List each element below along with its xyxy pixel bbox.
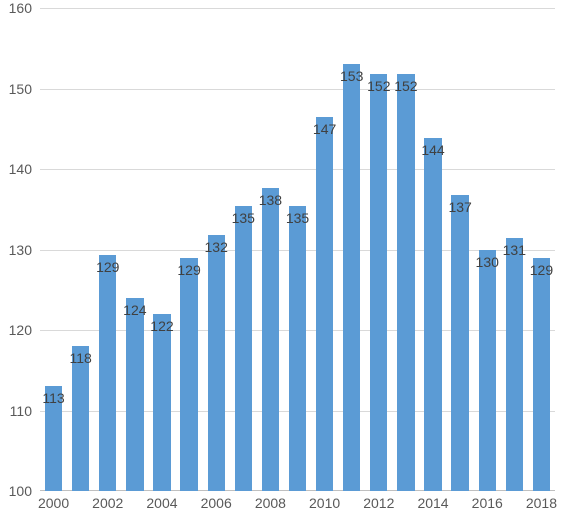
bar bbox=[262, 188, 279, 491]
bar bbox=[45, 386, 62, 491]
x-tick-label: 2002 bbox=[92, 495, 123, 511]
y-tick-label: 100 bbox=[0, 483, 32, 499]
x-tick-label: 2008 bbox=[255, 495, 286, 511]
y-tick-label: 140 bbox=[0, 161, 32, 177]
bar-chart: 1131181291241221291321351381351471531521… bbox=[0, 0, 563, 519]
bar bbox=[289, 206, 306, 491]
bar bbox=[533, 258, 550, 491]
y-tick-label: 130 bbox=[0, 242, 32, 258]
x-tick-label: 2012 bbox=[363, 495, 394, 511]
gridline bbox=[40, 169, 555, 170]
bar bbox=[479, 250, 496, 492]
x-tick-label: 2018 bbox=[526, 495, 557, 511]
gridline bbox=[40, 8, 555, 9]
y-tick-label: 110 bbox=[0, 403, 32, 419]
bar bbox=[451, 195, 468, 491]
bar bbox=[424, 138, 441, 491]
x-tick-label: 2004 bbox=[146, 495, 177, 511]
bar bbox=[99, 255, 116, 491]
bar bbox=[343, 64, 360, 491]
bar bbox=[397, 74, 414, 491]
x-tick-label: 2006 bbox=[201, 495, 232, 511]
bar bbox=[72, 346, 89, 491]
bar bbox=[316, 117, 333, 491]
bar bbox=[180, 258, 197, 491]
x-tick-label: 2016 bbox=[472, 495, 503, 511]
bar bbox=[208, 235, 225, 491]
gridline bbox=[40, 89, 555, 90]
bar bbox=[235, 206, 252, 491]
bar bbox=[370, 74, 387, 491]
y-tick-label: 160 bbox=[0, 0, 32, 16]
plot-area: 1131181291241221291321351381351471531521… bbox=[40, 8, 555, 491]
y-tick-label: 120 bbox=[0, 322, 32, 338]
x-tick-label: 2010 bbox=[309, 495, 340, 511]
bar bbox=[126, 298, 143, 491]
bar bbox=[506, 238, 523, 491]
x-tick-label: 2000 bbox=[38, 495, 69, 511]
bar bbox=[153, 314, 170, 491]
y-tick-label: 150 bbox=[0, 81, 32, 97]
x-tick-label: 2014 bbox=[417, 495, 448, 511]
